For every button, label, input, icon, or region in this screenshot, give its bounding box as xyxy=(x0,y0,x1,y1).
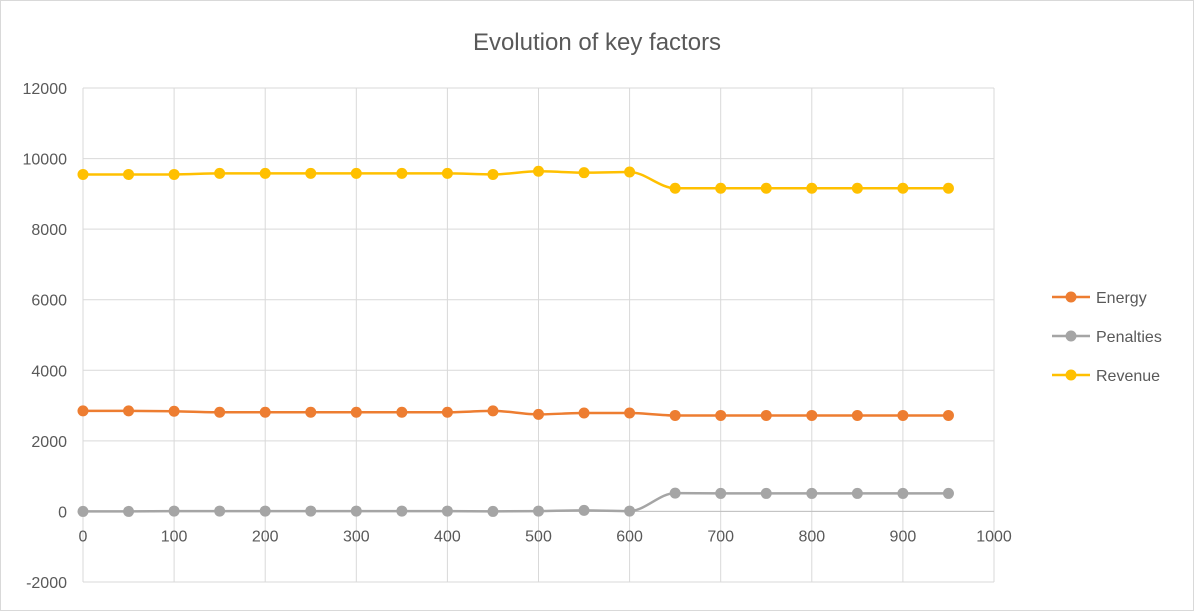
series-group xyxy=(77,165,954,517)
data-point-energy xyxy=(942,409,954,421)
data-point-penalties xyxy=(669,487,681,499)
x-tick-label: 300 xyxy=(343,528,370,545)
data-point-revenue xyxy=(669,182,681,194)
data-point-energy xyxy=(123,405,135,417)
data-point-penalties xyxy=(441,505,453,517)
data-point-penalties xyxy=(77,505,89,517)
x-tick-label: 800 xyxy=(798,528,825,545)
data-point-energy xyxy=(259,406,271,418)
data-point-energy xyxy=(624,407,636,419)
y-tick-label: 0 xyxy=(58,504,67,521)
data-point-energy xyxy=(669,409,681,421)
data-point-energy xyxy=(578,407,590,419)
data-point-revenue xyxy=(168,168,180,180)
data-point-revenue xyxy=(578,167,590,179)
x-tick-label: 900 xyxy=(890,528,917,545)
data-point-revenue xyxy=(533,165,544,177)
data-point-energy xyxy=(350,406,362,418)
legend-swatch-marker xyxy=(1065,330,1077,342)
data-point-revenue xyxy=(897,182,909,194)
x-tick-label: 400 xyxy=(434,528,461,545)
data-point-revenue xyxy=(487,168,499,180)
data-point-energy xyxy=(897,409,909,421)
data-point-revenue xyxy=(77,168,89,180)
data-point-penalties xyxy=(123,505,135,517)
y-tick-label: 12000 xyxy=(23,81,68,98)
data-point-energy xyxy=(441,406,453,418)
legend-label: Penalties xyxy=(1096,329,1162,346)
data-point-energy xyxy=(760,409,772,421)
data-point-revenue xyxy=(441,167,453,179)
data-point-penalties xyxy=(624,505,636,517)
data-point-revenue xyxy=(214,167,226,179)
data-point-penalties xyxy=(168,505,180,517)
data-point-revenue xyxy=(305,167,317,179)
x-tick-label: 100 xyxy=(161,528,188,545)
data-point-revenue xyxy=(350,167,362,179)
data-point-energy xyxy=(715,409,727,421)
x-tick-label: 0 xyxy=(79,528,88,545)
data-point-penalties xyxy=(305,505,317,517)
y-tick-label: -2000 xyxy=(26,575,67,592)
data-point-energy xyxy=(305,406,317,418)
data-point-revenue xyxy=(396,167,408,179)
data-point-revenue xyxy=(851,182,863,194)
data-point-penalties xyxy=(259,505,271,517)
legend-item-energy: Energy xyxy=(1052,290,1147,307)
legend-swatch-marker xyxy=(1065,369,1077,381)
data-point-energy xyxy=(533,408,544,420)
legend-label: Energy xyxy=(1096,290,1147,307)
data-point-penalties xyxy=(396,505,408,517)
data-point-revenue xyxy=(715,182,727,194)
data-point-energy xyxy=(77,405,89,417)
data-point-energy xyxy=(806,409,818,421)
x-tick-label: 600 xyxy=(616,528,643,545)
data-point-penalties xyxy=(715,487,727,499)
data-point-penalties xyxy=(214,505,226,517)
data-point-penalties xyxy=(942,487,954,499)
data-point-revenue xyxy=(760,182,772,194)
x-tick-label: 700 xyxy=(707,528,734,545)
data-point-revenue xyxy=(123,168,135,180)
data-point-penalties xyxy=(806,487,818,499)
y-tick-label: 6000 xyxy=(31,293,67,310)
data-point-penalties xyxy=(851,487,863,499)
data-point-penalties xyxy=(487,505,499,517)
legend-item-penalties: Penalties xyxy=(1052,329,1162,346)
x-tick-label: 1000 xyxy=(976,528,1012,545)
data-point-energy xyxy=(214,406,226,418)
data-point-penalties xyxy=(350,505,362,517)
data-point-penalties xyxy=(578,504,590,516)
data-point-energy xyxy=(396,406,408,418)
legend-item-revenue: Revenue xyxy=(1052,368,1160,385)
chart-title: Evolution of key factors xyxy=(473,29,721,56)
data-point-penalties xyxy=(533,505,544,517)
series-line-revenue xyxy=(82,170,949,190)
data-point-energy xyxy=(168,405,180,417)
data-point-revenue xyxy=(806,182,818,194)
legend-label: Revenue xyxy=(1096,368,1160,385)
series-line-penalties xyxy=(83,491,949,513)
y-tick-label: 2000 xyxy=(31,434,67,451)
x-axis-ticks: 0 100 200 300 400 500 600 700 800 900 1000 xyxy=(79,528,1012,545)
data-point-revenue xyxy=(259,167,271,179)
data-point-revenue xyxy=(942,182,954,194)
y-axis-ticks: -2000 0 2000 4000 6000 8000 10000 12000 xyxy=(23,81,68,592)
legend: Energy Penalties Revenue xyxy=(1052,290,1162,385)
y-tick-label: 10000 xyxy=(23,152,68,169)
data-point-penalties xyxy=(897,487,909,499)
y-tick-label: 4000 xyxy=(31,363,67,380)
x-tick-label: 500 xyxy=(525,528,552,545)
data-point-penalties xyxy=(760,487,772,499)
data-point-energy xyxy=(487,405,499,417)
legend-swatch-marker xyxy=(1065,291,1077,303)
y-tick-label: 8000 xyxy=(31,222,67,239)
data-point-revenue xyxy=(624,166,636,178)
series-line-energy xyxy=(83,409,949,417)
x-tick-label: 200 xyxy=(252,528,279,545)
data-point-energy xyxy=(851,409,863,421)
